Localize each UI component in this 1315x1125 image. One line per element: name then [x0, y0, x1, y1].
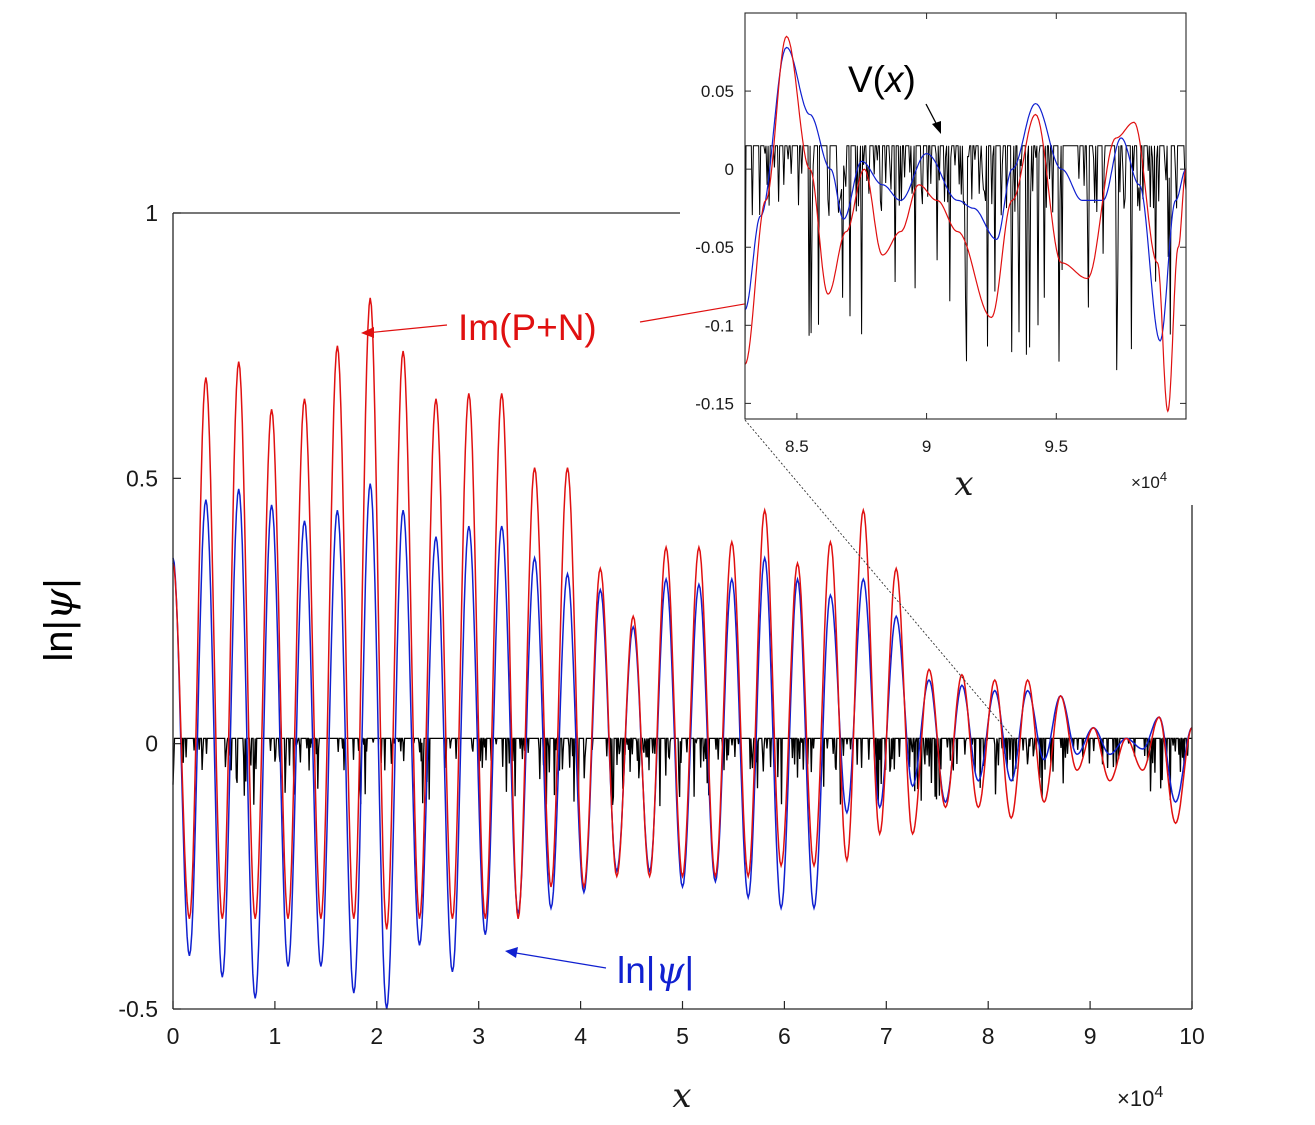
- main-ticks: 0 1 2 3 4 5 6 7 8 9 10 -0.5 0 0.5 1: [118, 200, 1204, 1049]
- main-y-tick-label: -0.5: [118, 996, 158, 1022]
- annotation-ln-psi-arrowhead: [505, 947, 518, 958]
- inset-y-tick-label: -0.15: [695, 394, 734, 413]
- annotation-ln-psi: ln|ψ|: [505, 947, 694, 992]
- main-y-label-bar: |: [37, 578, 81, 588]
- main-x-tick-label: 2: [370, 1023, 383, 1049]
- annotation-ln-psi-arrow: [509, 951, 607, 969]
- main-x-multiplier-base: ×10: [1117, 1086, 1154, 1111]
- annotation-ln-psi-label: ln|ψ|: [617, 949, 694, 992]
- annotation-v-x-label: V(x): [848, 59, 916, 100]
- inset-x-tick-label: 9.5: [1044, 437, 1068, 456]
- main-y-label-psi: ψ: [36, 588, 82, 620]
- annotation-v-x-arrowhead: [932, 121, 941, 134]
- inset-x-multiplier-base: ×10: [1131, 473, 1160, 492]
- main-x-label: x: [672, 1076, 691, 1116]
- main-x-tick-label: 6: [778, 1023, 791, 1049]
- main-x-tick-label: 1: [269, 1023, 282, 1049]
- main-y-label: ln|ψ|: [36, 578, 82, 661]
- inset-x-multiplier-exp: 4: [1160, 469, 1167, 484]
- inset-x-tick-label: 9: [922, 437, 931, 456]
- inset-x-label: x: [954, 464, 973, 504]
- inset-series-im-pn: [745, 35, 1186, 413]
- inset-plot-frame: [744, 12, 1187, 420]
- series-v-x: [172, 737, 1192, 807]
- annotation-im-pn-arrowhead-main: [361, 327, 374, 338]
- inset-series-group: [745, 35, 1186, 413]
- main-x-tick-label: 8: [982, 1023, 995, 1049]
- main-x-tick-label: 5: [676, 1023, 689, 1049]
- main-y-label-ln: ln|: [37, 620, 81, 662]
- main-x-tick-label: 4: [574, 1023, 587, 1049]
- annotation-im-pn-arrow-main: [365, 324, 448, 334]
- annotation-ln-psi-symbol: ψ: [655, 949, 685, 992]
- inset-y-tick-label: -0.05: [695, 238, 734, 257]
- annotation-v-x: V(x): [848, 59, 941, 134]
- main-x-tick-label: 3: [472, 1023, 485, 1049]
- main-x-tick-label: 10: [1179, 1023, 1205, 1049]
- inset-y-tick-label: -0.1: [705, 316, 734, 335]
- main-x-multiplier-exp: 4: [1154, 1084, 1163, 1101]
- main-x-tick-label: 0: [167, 1023, 180, 1049]
- inset-plot-background: [745, 13, 1186, 419]
- annotation-v-x-var: x: [883, 59, 905, 100]
- main-x-tick-label: 7: [880, 1023, 893, 1049]
- inset-y-tick-label: 0.05: [701, 82, 734, 101]
- inset-plot: 8.5 9 9.5 0.05 0 -0.05 -0.1 -0.15 x ×104 V(x): [695, 12, 1187, 504]
- main-series-group: [172, 297, 1193, 1010]
- zoom-connector-line: [744, 419, 1016, 741]
- main-x-tick-label: 9: [1084, 1023, 1097, 1049]
- inset-ticks: 8.5 9 9.5 0.05 0 -0.05 -0.1 -0.15: [695, 13, 1186, 456]
- annotation-im-pn-label: Im(P+N): [458, 307, 597, 348]
- main-y-tick-label: 1: [145, 200, 158, 226]
- inset-x-multiplier: ×104: [1131, 469, 1167, 492]
- inset-series-v-x: [745, 145, 1186, 371]
- series-im-pn: [172, 297, 1193, 930]
- inset-x-tick-label: 8.5: [785, 437, 809, 456]
- main-x-multiplier: ×104: [1117, 1084, 1163, 1111]
- main-y-tick-label: 0.5: [126, 465, 158, 491]
- main-y-tick-label: 0: [145, 731, 158, 757]
- inset-y-tick-label: 0: [725, 160, 734, 179]
- inset-series-ln-psi: [745, 46, 1186, 342]
